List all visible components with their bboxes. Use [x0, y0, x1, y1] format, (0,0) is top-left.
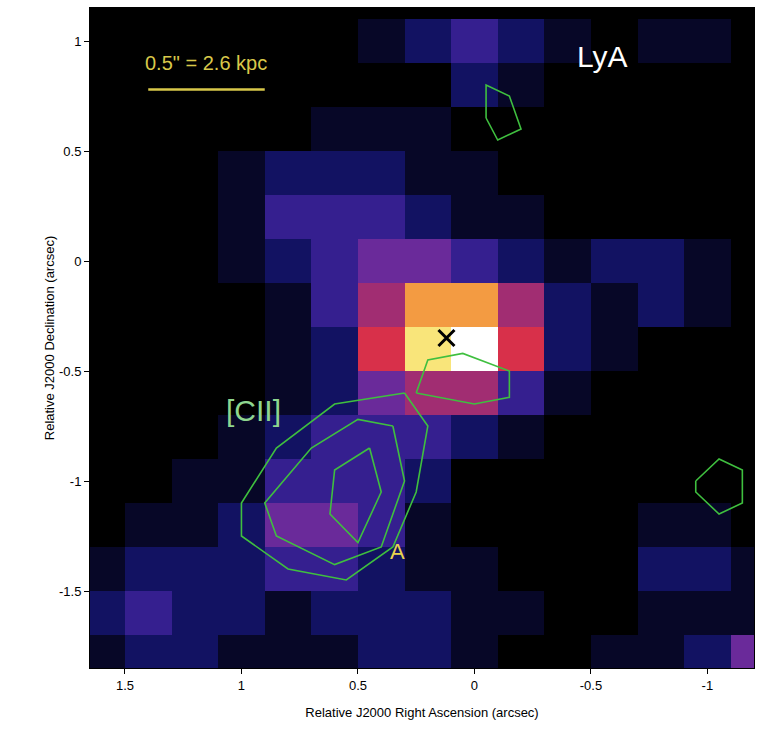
svg-text:-1.5: -1.5: [59, 584, 81, 599]
svg-text:0.5: 0.5: [349, 678, 367, 693]
svg-text:0.5: 0.5: [63, 144, 81, 159]
svg-text:Relative J2000 Right Ascension: Relative J2000 Right Ascension (arcsec): [305, 705, 538, 720]
svg-text:1: 1: [238, 678, 245, 693]
svg-text:-1: -1: [702, 678, 714, 693]
svg-text:-0.5: -0.5: [59, 364, 81, 379]
svg-text:1.5: 1.5: [116, 678, 134, 693]
svg-text:-1: -1: [70, 474, 82, 489]
svg-text:A: A: [390, 539, 405, 564]
svg-text:LyA: LyA: [577, 40, 628, 73]
svg-text:0.5" = 2.6 kpc: 0.5" = 2.6 kpc: [145, 52, 267, 74]
svg-text:[CII]: [CII]: [226, 394, 281, 427]
svg-text:1: 1: [74, 34, 81, 49]
svg-text:0: 0: [471, 678, 478, 693]
svg-text:Relative J2000 Declination (ar: Relative J2000 Declination (arcsec): [42, 236, 57, 440]
svg-text:-0.5: -0.5: [580, 678, 602, 693]
svg-text:0: 0: [74, 254, 81, 269]
